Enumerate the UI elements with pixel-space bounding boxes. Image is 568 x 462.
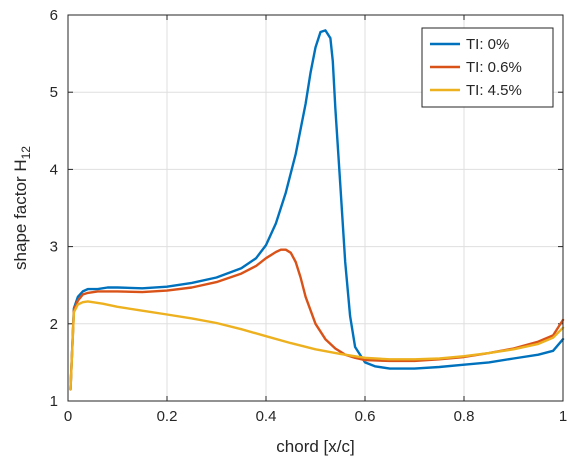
plot-border — [67, 14, 564, 402]
x-tick-label: 0.2 — [157, 408, 178, 425]
x-tick-label: 0.4 — [256, 408, 277, 425]
y-tick-label: 3 — [50, 239, 58, 256]
legend-label: TI: 0% — [466, 36, 509, 53]
x-tick-label: 0.8 — [454, 408, 475, 425]
x-tick-label: 0 — [64, 408, 72, 425]
legend: TI: 0% TI: 0.6% TI: 4.5% — [421, 27, 554, 108]
series-line-1 — [69, 29, 565, 391]
legend-label: TI: 0.6% — [466, 59, 522, 76]
y-tick-label: 6 — [50, 7, 58, 24]
y-axis-label: shape factor H12 — [11, 146, 33, 270]
y-tick-label: 5 — [50, 84, 58, 101]
legend-items: TI: 0% TI: 0.6% TI: 4.5% — [430, 36, 522, 99]
y-tick-label: 2 — [50, 316, 58, 333]
tick-labels: 0 0.2 0.4 0.6 0.8 1 1 2 3 4 5 6 — [50, 7, 568, 425]
y-tick-label: 4 — [50, 161, 58, 178]
x-tick-label: 0.6 — [355, 408, 376, 425]
x-tick-label: 1 — [559, 408, 567, 425]
y-axis-label-text: shape factor H — [11, 159, 30, 270]
y-tick-label: 1 — [50, 393, 58, 410]
y-axis-label-subscript: 12 — [19, 146, 33, 160]
series-line-3 — [69, 300, 565, 391]
legend-label: TI: 4.5% — [466, 82, 522, 99]
x-axis-label: chord [x/c] — [276, 437, 354, 456]
series-lines — [69, 29, 565, 391]
